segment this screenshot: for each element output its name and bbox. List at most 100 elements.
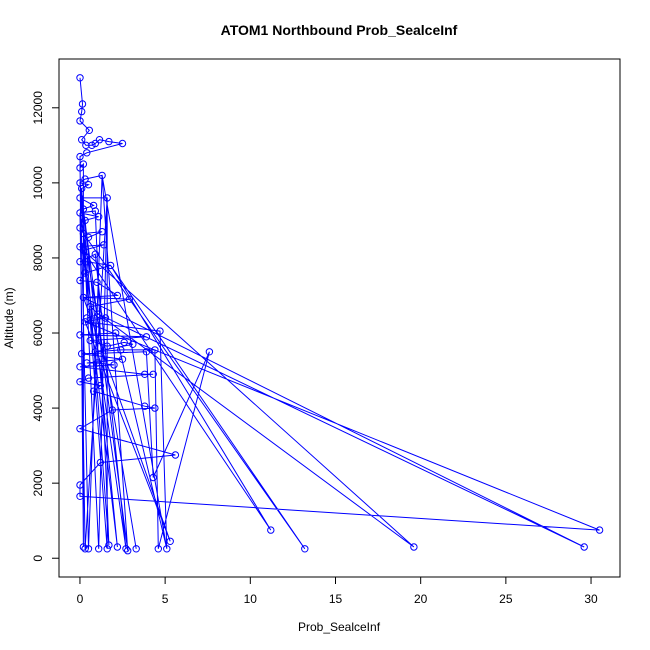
data-point xyxy=(154,545,163,553)
data-point xyxy=(76,209,84,217)
data-point xyxy=(129,340,137,348)
data-point xyxy=(76,492,84,500)
x-axis: 0 5 10 15 20 25 30 xyxy=(77,576,598,606)
data-point xyxy=(151,404,159,412)
data-point xyxy=(78,350,86,358)
data-point xyxy=(149,473,157,482)
data-point xyxy=(410,543,418,551)
data-point xyxy=(76,224,84,232)
data-point xyxy=(141,402,149,410)
data-point xyxy=(95,213,103,221)
data-point xyxy=(91,139,100,148)
data-point xyxy=(105,541,113,549)
chart-title: ATOM1 Northbound Prob_SealceInf xyxy=(221,22,458,38)
data-point xyxy=(95,310,103,318)
data-point xyxy=(84,233,93,242)
data-point xyxy=(171,451,180,459)
data-point xyxy=(117,346,125,354)
data-point xyxy=(84,181,93,189)
data-point xyxy=(122,545,130,553)
data-point xyxy=(100,241,108,249)
data-point xyxy=(83,258,91,266)
series-points xyxy=(76,74,604,555)
y-axis-label: Altitude (m) xyxy=(2,287,16,348)
data-point xyxy=(95,545,103,553)
y-tick-label: 0 xyxy=(31,555,45,562)
data-point xyxy=(156,327,164,335)
data-point xyxy=(76,276,84,285)
data-point xyxy=(120,338,128,347)
data-point xyxy=(166,537,174,545)
data-point xyxy=(103,194,111,202)
data-point xyxy=(163,545,171,553)
data-point xyxy=(84,545,93,553)
data-point xyxy=(142,348,151,356)
data-point xyxy=(151,346,159,354)
data-point xyxy=(76,378,84,386)
data-point xyxy=(113,291,122,300)
data-point xyxy=(118,139,127,148)
data-point xyxy=(85,126,94,135)
x-tick-label: 15 xyxy=(329,592,343,606)
data-point xyxy=(83,149,91,157)
data-point xyxy=(132,545,140,553)
data-point xyxy=(79,229,88,238)
y-tick-label: 6000 xyxy=(31,319,45,346)
data-point xyxy=(86,303,94,311)
data-point xyxy=(141,370,149,378)
data-point xyxy=(124,547,132,555)
data-point xyxy=(78,136,86,144)
data-point xyxy=(78,184,86,193)
y-tick-label: 8000 xyxy=(31,244,45,271)
data-point xyxy=(96,381,105,390)
data-point xyxy=(78,100,87,108)
x-tick-label: 20 xyxy=(414,592,428,606)
x-tick-label: 25 xyxy=(499,592,513,606)
data-point xyxy=(81,318,89,326)
x-tick-label: 10 xyxy=(244,592,258,606)
data-point xyxy=(267,526,275,534)
data-point xyxy=(91,250,100,258)
series-line xyxy=(78,77,600,551)
data-point xyxy=(93,359,101,367)
data-point xyxy=(78,107,86,116)
data-point xyxy=(580,543,588,551)
data-point xyxy=(106,261,115,270)
series-lines xyxy=(78,77,600,551)
y-tick-label: 12000 xyxy=(31,91,45,125)
data-point xyxy=(83,314,91,322)
data-point xyxy=(105,137,113,146)
x-tick-label: 0 xyxy=(77,592,84,606)
data-point xyxy=(103,545,111,553)
data-point xyxy=(205,348,214,356)
data-point xyxy=(81,545,89,553)
data-point xyxy=(110,361,118,369)
data-point xyxy=(76,481,84,489)
x-tick-label: 30 xyxy=(584,592,598,606)
data-point xyxy=(79,293,88,302)
y-tick-label: 10000 xyxy=(31,166,45,200)
data-point xyxy=(76,425,84,433)
data-point xyxy=(76,117,84,125)
data-point xyxy=(81,269,89,277)
data-point xyxy=(125,295,134,303)
data-point xyxy=(76,363,84,371)
data-point xyxy=(103,342,111,350)
data-point xyxy=(86,336,94,345)
data-point xyxy=(91,348,100,356)
y-tick-label: 4000 xyxy=(31,394,45,421)
data-point xyxy=(118,355,127,363)
data-point xyxy=(93,278,101,286)
data-point xyxy=(76,152,84,161)
data-point xyxy=(101,314,110,322)
data-point xyxy=(149,370,157,378)
data-point xyxy=(301,545,309,553)
data-point xyxy=(108,406,117,414)
data-point xyxy=(91,207,100,215)
data-point xyxy=(81,175,89,183)
data-point xyxy=(79,246,88,255)
y-tick-label: 2000 xyxy=(31,469,45,496)
x-tick-label: 5 xyxy=(162,592,169,606)
data-point xyxy=(96,458,105,467)
